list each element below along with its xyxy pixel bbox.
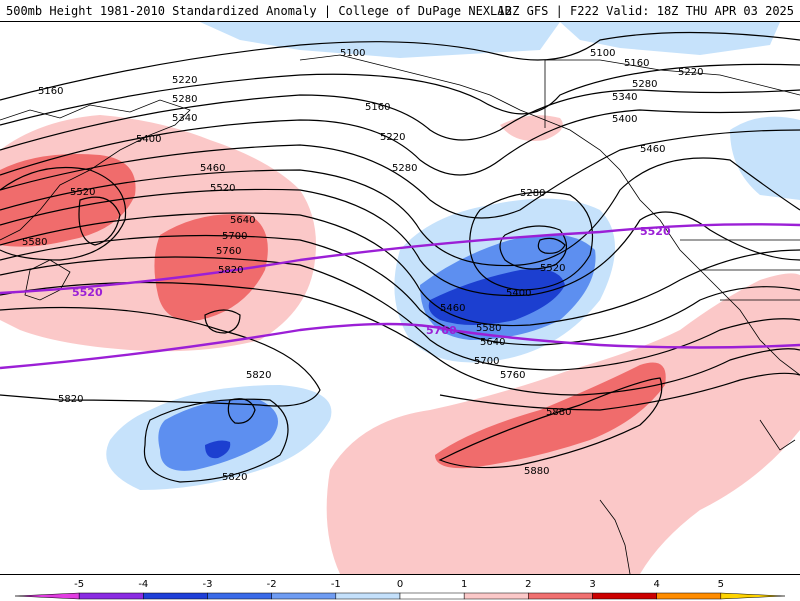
colorbar-segment bbox=[271, 592, 337, 600]
contour-label: 5700 bbox=[474, 356, 499, 367]
contour-label: 5460 bbox=[640, 144, 665, 155]
contour-label: 5220 bbox=[172, 75, 197, 86]
contour-label: 5640 bbox=[480, 337, 505, 348]
colorbar: -5 -4 -3 -2 -1 0 1 2 3 4 5 bbox=[14, 579, 786, 600]
colorbar-tick-label: 0 bbox=[397, 579, 403, 590]
contour-label: 5160 bbox=[38, 86, 63, 97]
contour-label: 5220 bbox=[380, 132, 405, 143]
contour-label: 5280 bbox=[172, 94, 197, 105]
contour-label: 5820 bbox=[222, 472, 247, 483]
colorbar-tick-label: 3 bbox=[589, 579, 595, 590]
contour-label: 5820 bbox=[246, 370, 271, 381]
colorbar-segment bbox=[720, 592, 786, 600]
contour-label: 5340 bbox=[612, 92, 637, 103]
contour-label: 5280 bbox=[392, 163, 417, 174]
contour-label: 5880 bbox=[524, 466, 549, 477]
height-contours bbox=[0, 31, 800, 483]
contour-label: 5160 bbox=[365, 102, 390, 113]
colorbar-tick-label: 5 bbox=[718, 579, 724, 590]
colorbar-segment bbox=[399, 592, 465, 600]
height-anomaly-map: 5100 5100 5160 5160 5160 5220 5220 5220 … bbox=[0, 22, 800, 574]
contour-label: 5820 bbox=[218, 265, 243, 276]
highlight-contour-label: 5760 bbox=[426, 324, 457, 337]
colorbar-segment bbox=[207, 592, 272, 600]
highlight-contour-label: 5520 bbox=[72, 286, 103, 299]
colorbar-tick-label: -2 bbox=[267, 579, 277, 590]
contour-label: 5280 bbox=[520, 188, 545, 199]
contour-label: 5760 bbox=[500, 370, 525, 381]
colorbar-segment bbox=[528, 592, 593, 600]
contour-label: 5160 bbox=[624, 58, 649, 69]
contour-label: 5280 bbox=[632, 79, 657, 90]
contour-label: 5580 bbox=[22, 237, 47, 248]
contour-label: 5100 bbox=[590, 48, 615, 59]
contour-labels: 5100 5100 5160 5160 5160 5220 5220 5220 … bbox=[22, 48, 703, 483]
colorbar-segment bbox=[78, 592, 144, 600]
contour-label: 5220 bbox=[678, 67, 703, 78]
contour-label: 5400 bbox=[506, 288, 531, 299]
colorbar-tick-label: -5 bbox=[74, 579, 84, 590]
colorbar-tick-label: 2 bbox=[525, 579, 531, 590]
contour-label: 5340 bbox=[172, 113, 197, 124]
colorbar-segment bbox=[335, 592, 401, 600]
highlight-contours bbox=[0, 223, 800, 370]
colorbar-tick-label: 4 bbox=[653, 579, 659, 590]
colorbar-area: -5 -4 -3 -2 -1 0 1 2 3 4 5 bbox=[0, 574, 800, 600]
contour-label: 5520 bbox=[540, 263, 565, 274]
colorbar-segment bbox=[463, 592, 529, 600]
contour-label: 5400 bbox=[136, 134, 161, 145]
title-bar: 500mb Height 1981-2010 Standardized Anom… bbox=[0, 0, 800, 22]
colorbar-segment bbox=[656, 592, 722, 600]
colorbar-tick-label: -3 bbox=[203, 579, 213, 590]
contour-label: 5760 bbox=[216, 246, 241, 257]
contour-label: 5640 bbox=[230, 215, 255, 226]
contour-label: 5520 bbox=[70, 187, 95, 198]
colorbar-tick-label: -1 bbox=[331, 579, 341, 590]
contour-label: 5100 bbox=[340, 48, 365, 59]
highlight-contour-label: 5520 bbox=[640, 225, 671, 238]
colorbar-segment bbox=[14, 592, 80, 600]
contour-label: 5400 bbox=[612, 114, 637, 125]
coastlines bbox=[0, 54, 800, 574]
map-title: 500mb Height 1981-2010 Standardized Anom… bbox=[6, 4, 512, 18]
highlight-labels: 5520 5520 5760 bbox=[72, 225, 671, 337]
colorbar-segment bbox=[143, 592, 208, 600]
valid-time: 12Z GFS | F222 Valid: 18Z THU APR 03 202… bbox=[497, 4, 794, 18]
colorbar-tick-label: -4 bbox=[138, 579, 148, 590]
contour-label: 5820 bbox=[58, 394, 83, 405]
contour-label: 5700 bbox=[222, 231, 247, 242]
contour-label: 5880 bbox=[546, 407, 571, 418]
contour-label: 5460 bbox=[200, 163, 225, 174]
anomaly-shading bbox=[0, 22, 800, 574]
contour-label: 5520 bbox=[210, 183, 235, 194]
contour-label: 5580 bbox=[476, 323, 501, 334]
colorbar-tick-label: 1 bbox=[461, 579, 467, 590]
contour-label: 5460 bbox=[440, 303, 465, 314]
colorbar-segment bbox=[592, 592, 657, 600]
